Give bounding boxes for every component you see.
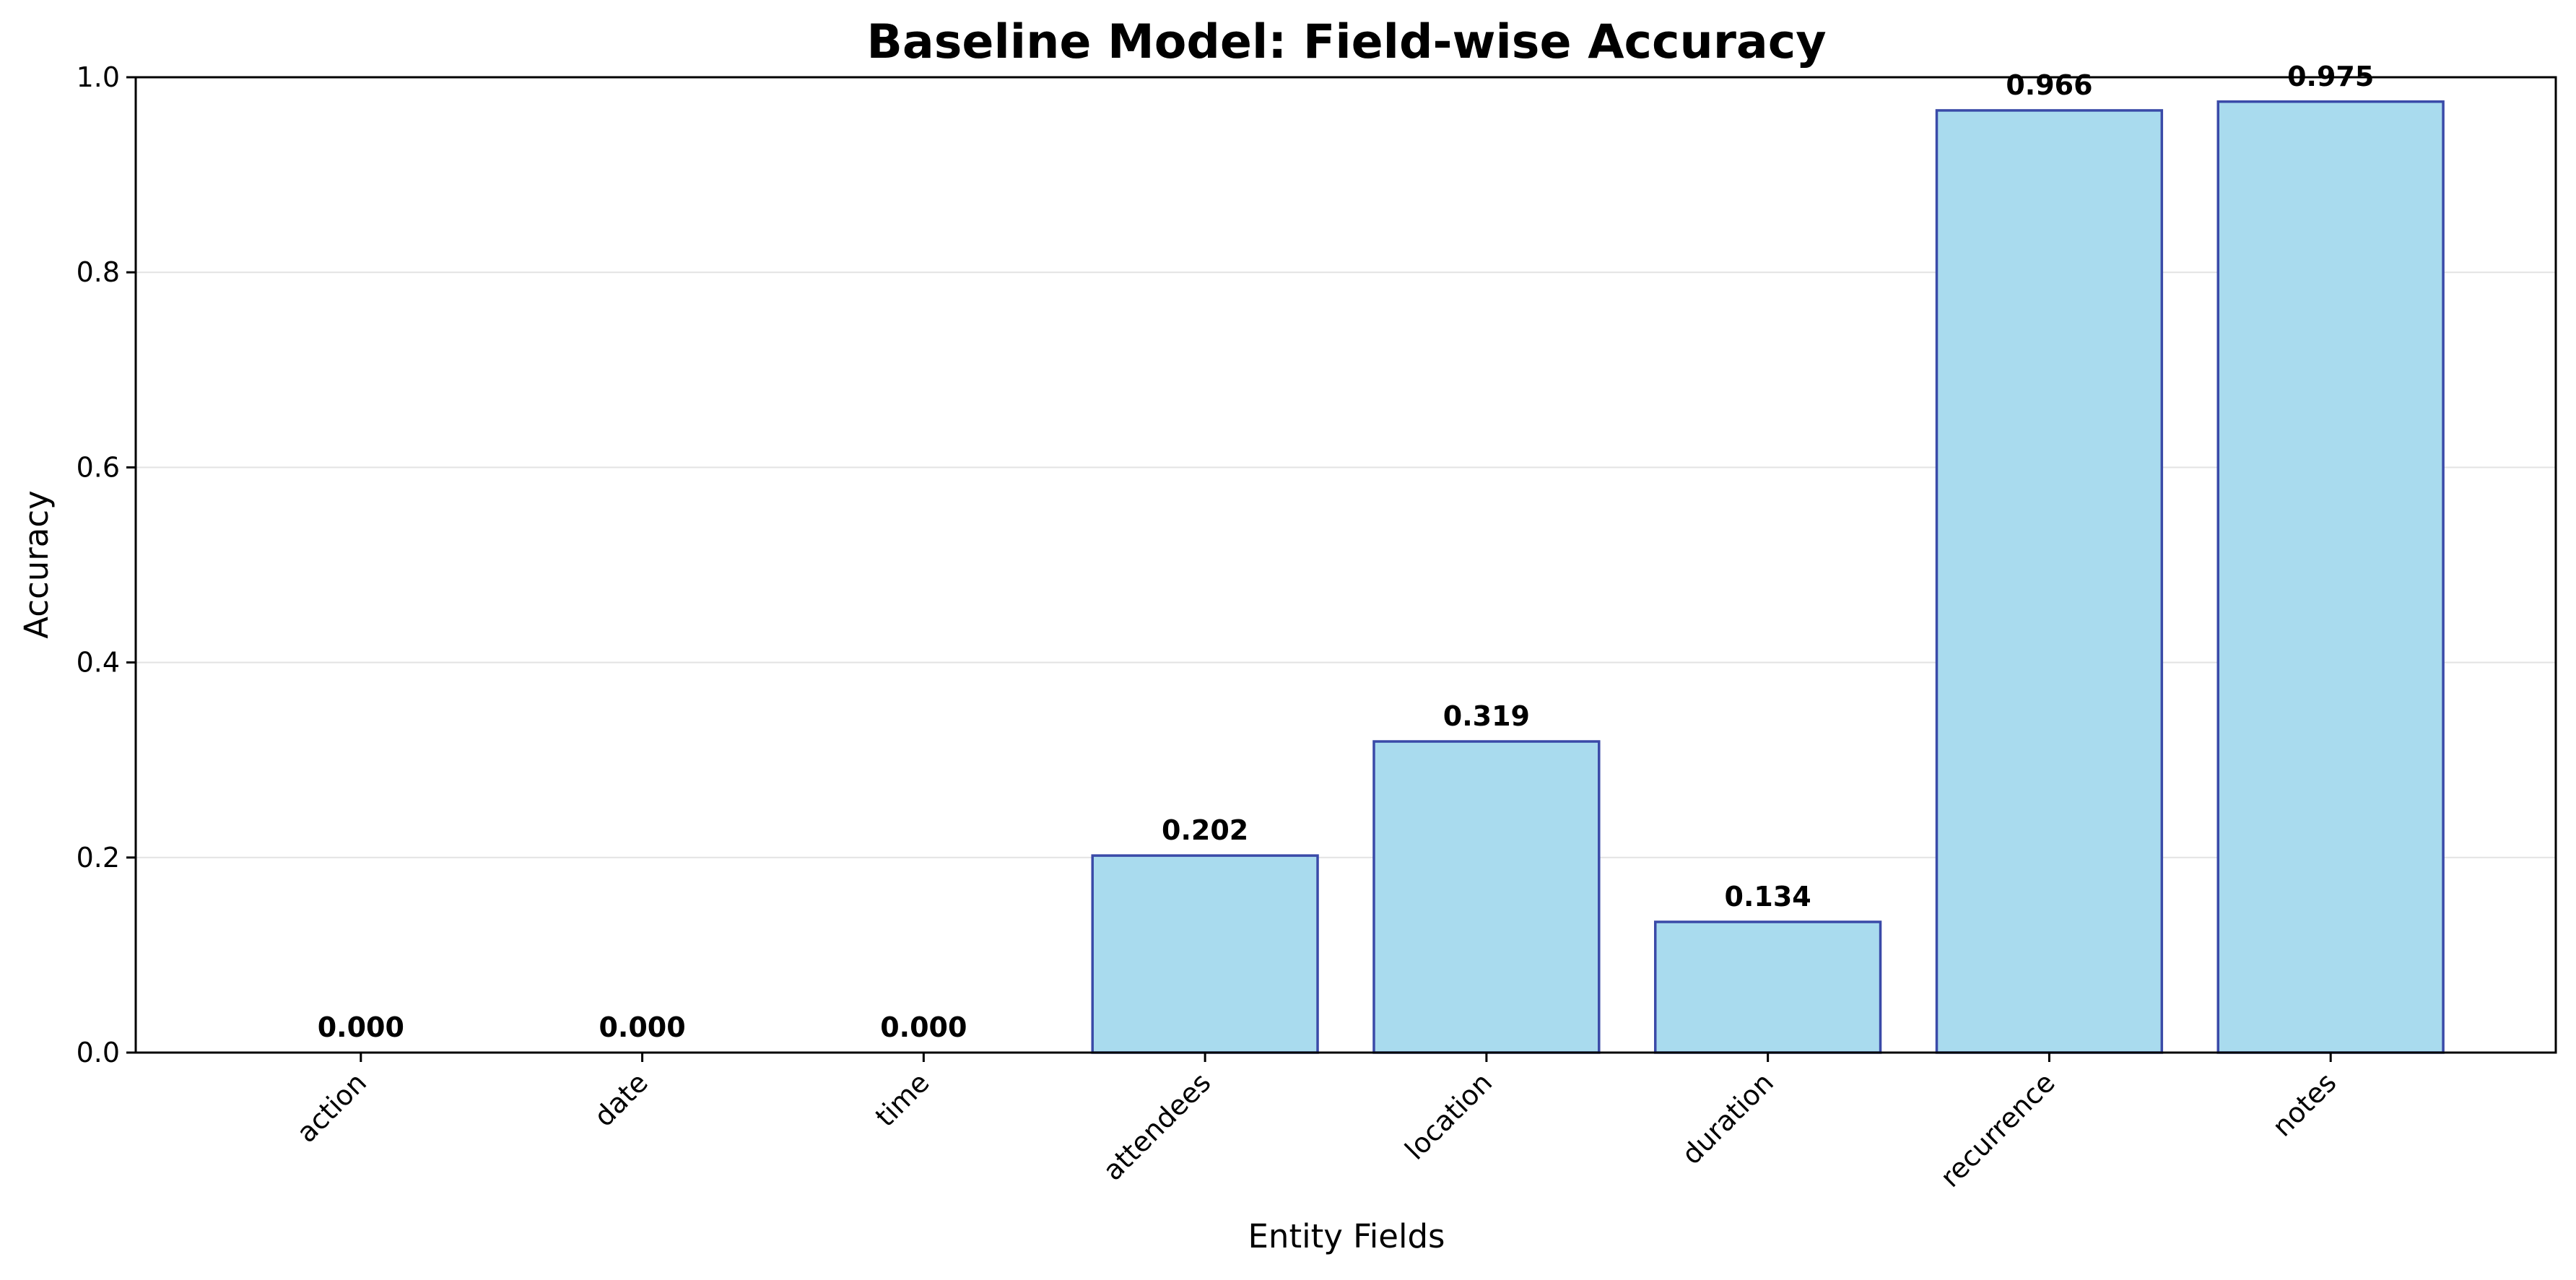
x-tick-label-duration: duration: [1676, 1066, 1780, 1170]
y-tick-label: 0.0: [77, 1037, 120, 1068]
x-tick-label-attendees: attendees: [1097, 1066, 1217, 1186]
plot-frame: [134, 76, 2557, 1054]
bar-duration: [1653, 920, 1882, 1054]
y-tick-label: 0.2: [77, 842, 120, 874]
x-tick-label-time: time: [869, 1066, 936, 1133]
bars: [1091, 100, 2445, 1054]
y-axis-label: Accuracy: [17, 490, 56, 638]
bar-notes: [2216, 100, 2445, 1054]
bar-location: [1372, 740, 1601, 1054]
x-tick-label-notes: notes: [2266, 1066, 2343, 1143]
bar-attendees: [1091, 854, 1319, 1054]
y-tick-label: 0.6: [77, 451, 120, 483]
x-tick-label-date: date: [588, 1066, 654, 1133]
x-tick-label-action: action: [290, 1066, 373, 1149]
value-label-location: 0.319: [1443, 700, 1530, 732]
y-tick-label: 1.0: [77, 61, 120, 93]
value-label-recurrence: 0.966: [2006, 69, 2092, 101]
y-tick-label: 0.4: [77, 647, 120, 679]
value-label-duration: 0.134: [1725, 881, 1811, 913]
value-label-attendees: 0.202: [1162, 814, 1248, 846]
value-label-date: 0.000: [599, 1011, 685, 1043]
y-axis-ticks: 0.0 0.2 0.4 0.6 0.8 1.0: [77, 61, 136, 1068]
bar-recurrence: [1935, 109, 2164, 1054]
gridlines: [136, 271, 2556, 858]
chart-title: Baseline Model: Field-wise Accuracy: [866, 15, 1826, 69]
value-label-time: 0.000: [880, 1011, 967, 1043]
x-tick-label-recurrence: recurrence: [1934, 1066, 2061, 1193]
x-axis-ticks: action date time attendees location duration r…: [290, 1053, 2343, 1193]
value-label-action: 0.000: [318, 1011, 404, 1043]
x-axis-label: Entity Fields: [1248, 1217, 1445, 1255]
x-tick-label-location: location: [1399, 1066, 1499, 1166]
y-tick-label: 0.8: [77, 256, 120, 288]
